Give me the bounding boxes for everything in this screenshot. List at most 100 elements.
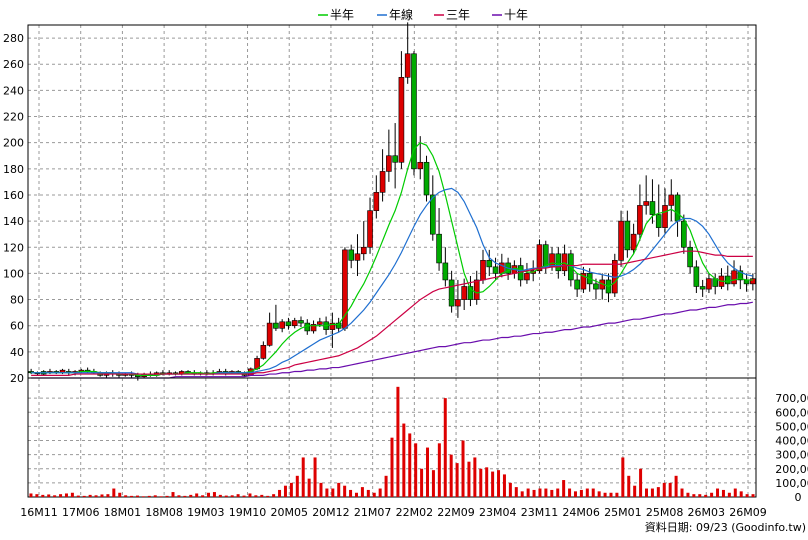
volume-bar [112, 488, 116, 497]
volume-bar [331, 488, 335, 497]
price-tick-label: 140 [3, 215, 24, 228]
price-tick-label: 80 [10, 294, 24, 307]
volume-bar [183, 495, 187, 497]
x-tick-label: 19M10 [229, 506, 267, 519]
price-tick-label: 200 [3, 137, 24, 150]
candle-body [417, 161, 424, 170]
x-tick-label: 20M12 [312, 506, 350, 519]
volume-bar [135, 495, 139, 497]
volume-bar [242, 495, 246, 497]
volume-bar [88, 494, 92, 497]
x-tick-label: 18M08 [145, 506, 183, 519]
volume-bar [532, 489, 536, 497]
legend-label: 半年 [330, 8, 354, 22]
volume-bar [431, 470, 435, 497]
volume-bar [41, 494, 45, 497]
volume-bar [680, 488, 684, 497]
candle-body [668, 194, 675, 206]
candle-body [549, 253, 555, 268]
volume-bar [82, 495, 86, 497]
volume-bar [491, 471, 495, 497]
volume-bar [615, 492, 619, 497]
volume-bar [508, 482, 512, 497]
volume-bar [437, 443, 441, 497]
volume-bar [621, 457, 625, 497]
volume-bar [710, 492, 714, 497]
x-tick-label: 21M07 [354, 506, 392, 519]
candle-body [367, 210, 373, 248]
volume-bar [307, 478, 311, 497]
candle-body [266, 322, 273, 346]
price-tick-label: 240 [3, 84, 24, 97]
volume-bar [195, 493, 199, 497]
x-tick-label: 19M03 [187, 506, 225, 519]
volume-bar [550, 489, 554, 497]
candle-body [373, 192, 380, 211]
volume-bar [591, 488, 595, 497]
volume-bar [29, 493, 33, 497]
volume-bar [372, 492, 376, 497]
volume-bar [278, 489, 282, 497]
chart-legend: 半年 年線 三年 十年 [318, 7, 528, 22]
candle-body [442, 262, 449, 281]
volume-bar [467, 461, 471, 497]
volume-bar [597, 491, 601, 497]
volume-bar [343, 485, 347, 497]
price-tick-label: 160 [3, 189, 24, 202]
volume-bar [207, 492, 211, 497]
volume-bar [603, 492, 607, 497]
candle-body [624, 220, 631, 251]
candle-body [404, 53, 411, 78]
candle-body [561, 253, 568, 272]
volume-bar [568, 488, 572, 497]
volume-bar [76, 495, 80, 497]
volume-bar [485, 467, 489, 497]
price-tick-label: 60 [10, 320, 24, 333]
candle-body [436, 233, 442, 264]
volume-bar [224, 495, 228, 497]
candle-body [574, 279, 580, 290]
volume-bar [254, 495, 258, 497]
volume-bar [360, 487, 364, 497]
volume-tick-label: 100,000 [775, 477, 808, 490]
volume-bar [497, 470, 501, 497]
candle-body [555, 253, 562, 272]
candle-body [273, 322, 279, 329]
volume-bar [165, 495, 169, 497]
volume-bar [141, 496, 145, 497]
volume-bar [426, 447, 430, 497]
x-tick-label: 18M01 [104, 506, 142, 519]
volume-bar [449, 454, 453, 497]
candle-body [492, 266, 499, 274]
volume-bar [390, 437, 394, 497]
candle-body [429, 194, 436, 235]
volume-bar [479, 468, 483, 497]
candle-body [731, 270, 737, 285]
price-tick-label: 260 [3, 58, 24, 71]
moving-average-line [31, 250, 753, 376]
volume-bar [627, 475, 631, 497]
candle-body [386, 155, 392, 172]
volume-bar [573, 491, 577, 497]
volume-bar [248, 493, 252, 497]
volume-bar [301, 457, 305, 497]
volume-bar [289, 482, 293, 497]
volume-bar [408, 433, 412, 497]
volume-bar [662, 482, 666, 497]
volume-bar [579, 489, 583, 497]
volume-bar [59, 494, 63, 497]
candle-body [298, 320, 304, 324]
candle-body [354, 253, 361, 261]
volume-bar [502, 474, 506, 497]
candle-body [317, 321, 323, 325]
volume-bar [236, 494, 240, 497]
legend-label: 年線 [389, 7, 413, 22]
candle-body [392, 155, 398, 163]
volume-bar [159, 496, 163, 497]
candle-body [448, 279, 455, 307]
candle-body [643, 201, 649, 206]
price-tick-label: 40 [10, 346, 24, 359]
candle-body [655, 214, 662, 228]
moving-average-line [31, 141, 753, 376]
volume-bar [461, 440, 465, 497]
